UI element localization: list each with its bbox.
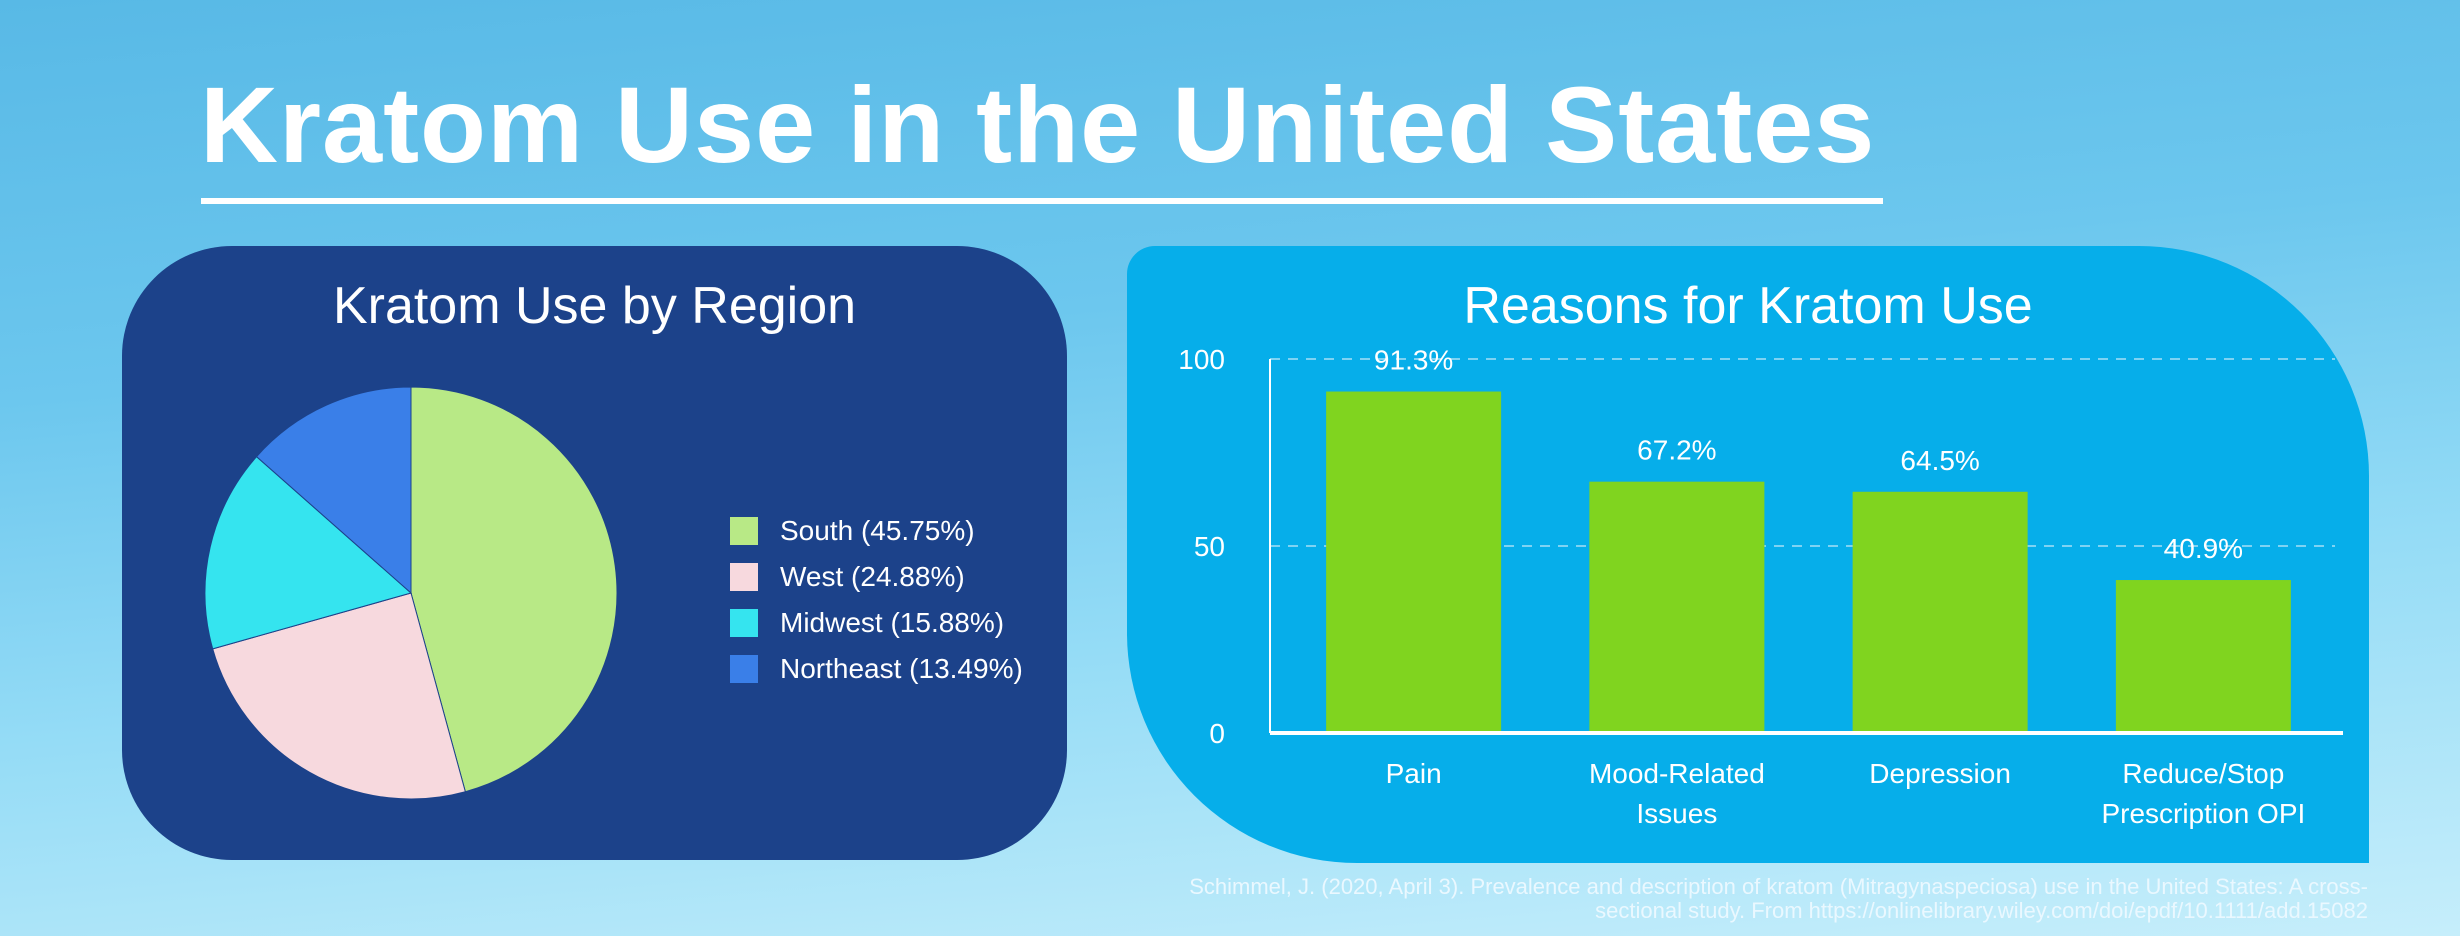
legend-item: Midwest (15.88%) xyxy=(730,600,1023,646)
pie-slice xyxy=(212,592,466,800)
x-category-label: Prescription OPI xyxy=(2101,798,2305,829)
legend-swatch xyxy=(730,655,758,683)
legend-item: West (24.88%) xyxy=(730,554,1023,600)
bar xyxy=(2115,580,2291,733)
y-tick-label: 50 xyxy=(1194,531,1225,562)
legend-swatch xyxy=(730,609,758,637)
bar xyxy=(1326,391,1502,733)
reasons-bar-panel: Reasons for Kratom Use 0 50 100 91.3% Pain 67… xyxy=(1127,246,2369,863)
bar xyxy=(1852,491,2028,733)
pie-title: Kratom Use by Region xyxy=(332,277,857,335)
x-category-label: Depression xyxy=(1869,758,2011,789)
bar xyxy=(1589,481,1765,733)
legend-label: West (24.88%) xyxy=(780,561,965,592)
page-title: Kratom Use in the United States xyxy=(200,64,1876,185)
citation: Schimmel, J. (2020, April 3). Prevalence… xyxy=(1189,874,2368,923)
legend-label: Northeast (13.49%) xyxy=(780,653,1023,684)
pie-slice xyxy=(410,386,618,793)
bar-title: Reasons for Kratom Use xyxy=(1463,277,2033,335)
legend-swatch xyxy=(730,517,758,545)
x-category-label: Reduce/Stop xyxy=(2122,758,2284,789)
bar-data-label: 40.9% xyxy=(2164,533,2243,564)
y-tick-label: 0 xyxy=(1209,718,1225,749)
bar-data-label: 67.2% xyxy=(1637,435,1716,466)
x-category-label: Mood-Related xyxy=(1589,758,1765,789)
pie-chart xyxy=(204,386,618,800)
title-underline xyxy=(201,198,1883,204)
pie-legend: South (45.75%) West (24.88%) Midwest (15.8… xyxy=(730,508,1023,692)
x-category-label: Issues xyxy=(1636,798,1717,829)
legend-item: South (45.75%) xyxy=(730,508,1023,554)
bar-data-label: 64.5% xyxy=(1900,445,1979,476)
x-category-label: Pain xyxy=(1386,758,1442,789)
region-pie-panel: Kratom Use by Region South (45.75%) West … xyxy=(122,246,1067,860)
legend-label: Midwest (15.88%) xyxy=(780,607,1005,638)
pie-slice xyxy=(255,386,412,595)
pie-slice xyxy=(204,455,413,650)
bar-chart: 0 50 100 91.3% Pain 67.2% Mood-Related Issues 64… xyxy=(1178,344,2343,829)
legend-item: Northeast (13.49%) xyxy=(730,646,1023,692)
y-tick-label: 100 xyxy=(1178,344,1225,375)
legend-swatch xyxy=(730,563,758,591)
legend-label: South (45.75%) xyxy=(780,515,975,546)
bar-data-label: 91.3% xyxy=(1374,345,1453,376)
